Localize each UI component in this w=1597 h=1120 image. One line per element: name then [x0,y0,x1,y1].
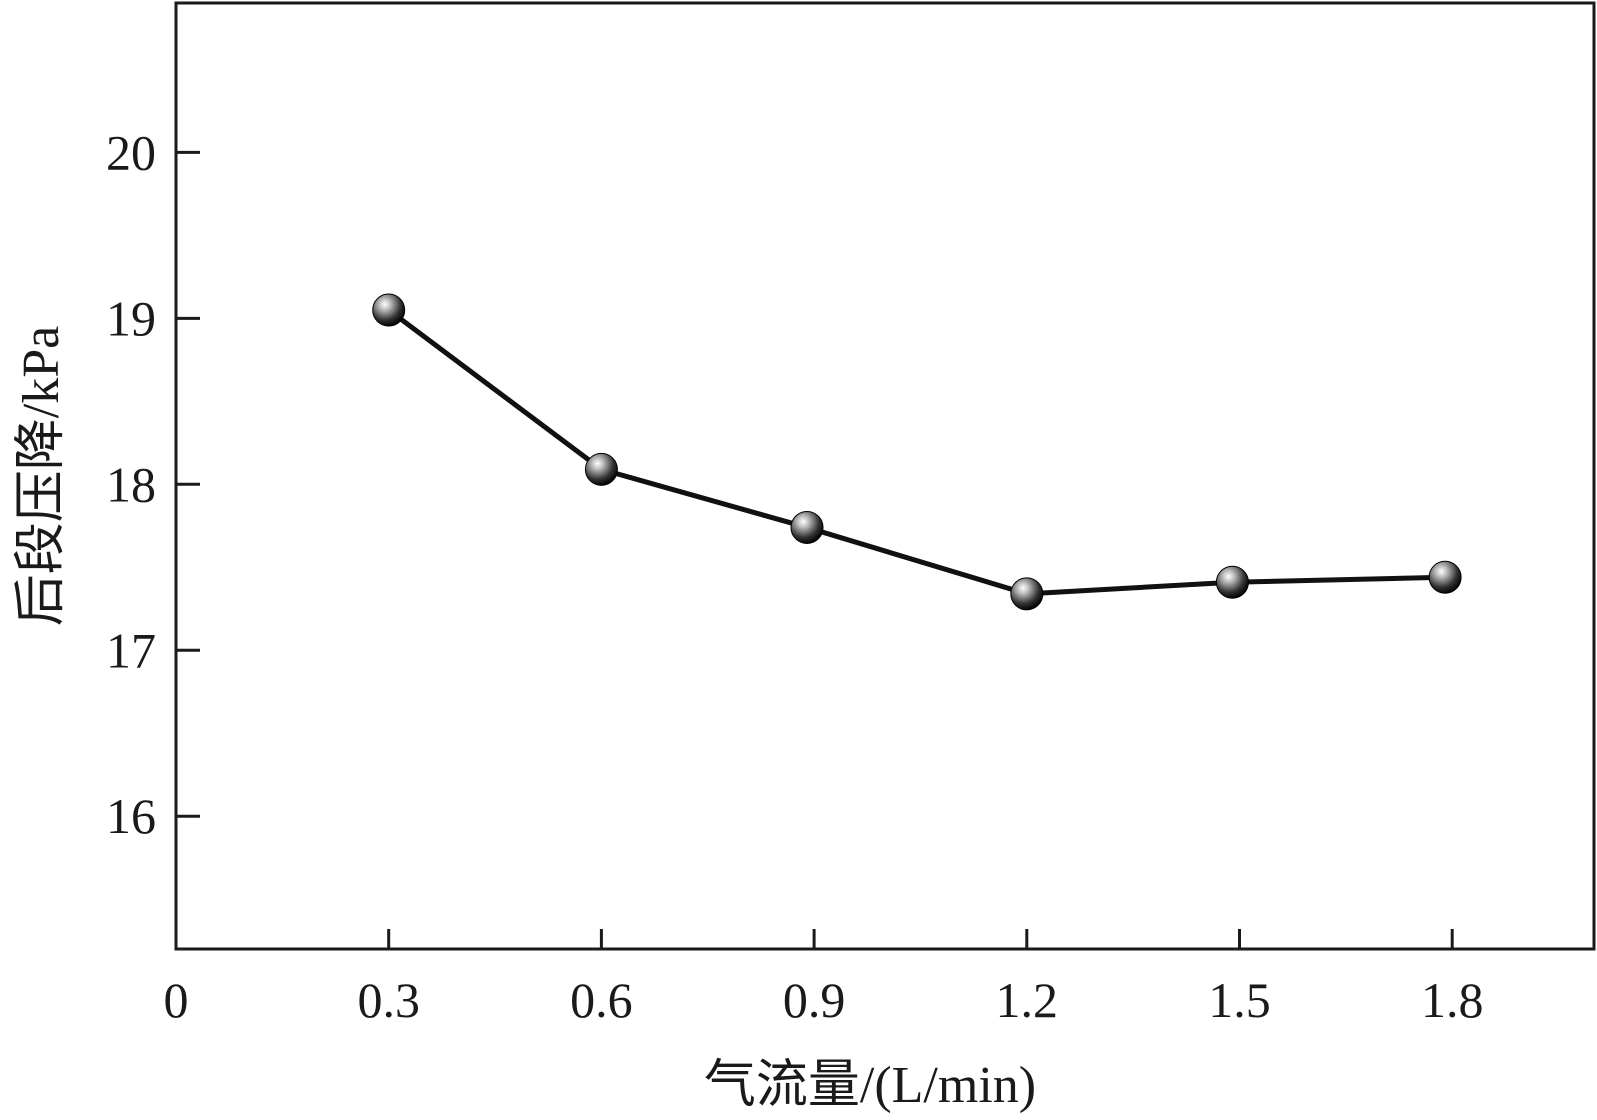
series-line [387,308,1446,597]
y-axis-title: 后段压降/kPa [13,326,70,626]
data-point [790,510,824,544]
data-point [372,293,406,327]
y-tick-label: 18 [106,456,156,512]
x-tick-label: 0.6 [570,972,633,1028]
x-axis-title: 气流量/(L/min) [704,1057,1036,1114]
x-tick-label: 0.9 [783,972,846,1028]
x-tick-label: 0 [164,972,189,1028]
y-tick-label: 20 [106,124,156,180]
x-tick-label: 1.8 [1421,972,1484,1028]
y-tick-label: 17 [106,622,156,678]
data-point [1428,560,1462,594]
x-tick-label: 1.5 [1208,972,1271,1028]
y-tick-label: 19 [106,290,156,346]
data-point [1215,565,1249,599]
plot-frame [174,1,1596,951]
data-point [1010,577,1044,611]
y-tick-label: 16 [106,788,156,844]
x-axis-ticks: 0 0.3 0.6 0.9 1.2 1.5 1.8 [164,929,1484,1028]
data-point [584,452,618,486]
x-tick-label: 0.3 [357,972,420,1028]
series-layer [372,293,1462,611]
y-axis-ticks: 16 17 18 19 20 [106,124,200,844]
x-tick-label: 1.2 [996,972,1059,1028]
